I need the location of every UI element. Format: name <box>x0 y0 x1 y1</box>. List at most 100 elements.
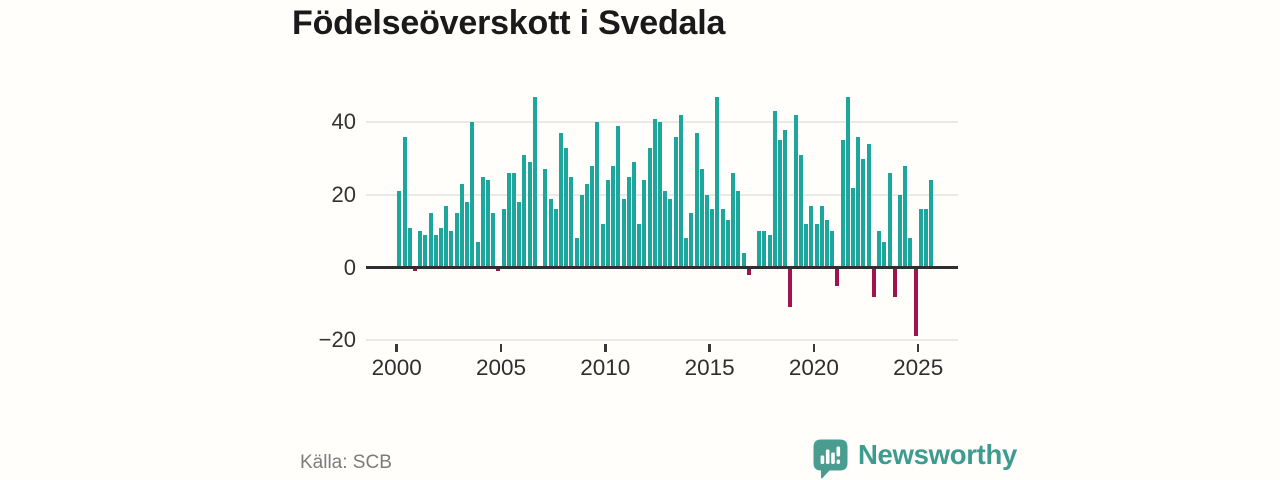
bar-2000Q2 <box>402 136 407 268</box>
y-tick-label-0: 0 <box>343 254 356 280</box>
bar-2019Q4 <box>809 205 814 268</box>
bar-2022Q4 <box>871 267 876 297</box>
bar-2006Q3 <box>532 96 537 268</box>
x-tick-label-2010: 2010 <box>580 355 631 380</box>
bar-2001Q3 <box>428 213 433 268</box>
bar-2007Q4 <box>558 133 563 268</box>
bar-2003Q3 <box>470 122 475 268</box>
bar-2001Q1 <box>418 231 423 268</box>
bar-2005Q1 <box>501 209 506 268</box>
bar-2019Q1 <box>793 115 798 268</box>
bar-2004Q3 <box>491 213 496 268</box>
bar-2003Q1 <box>459 184 464 268</box>
bar-2015Q2 <box>715 96 720 268</box>
bar-2009Q2 <box>590 165 595 268</box>
bar-2022Q1 <box>856 136 861 268</box>
bar-2010Q4 <box>621 198 626 268</box>
bar-2009Q3 <box>595 122 600 268</box>
newsworthy-bubble-icon <box>813 439 848 479</box>
bar-2018Q4 <box>788 267 793 308</box>
bar-2003Q4 <box>475 242 480 268</box>
bar-2008Q4 <box>579 194 584 268</box>
bar-2023Q3 <box>887 173 892 268</box>
bar-2007Q3 <box>553 209 558 268</box>
bar-2024Q2 <box>903 165 908 268</box>
bar-2000Q4 <box>412 267 417 272</box>
bar-2000Q1 <box>397 191 402 268</box>
x-tick-label-2015: 2015 <box>684 355 735 380</box>
x-tick-2010 <box>604 344 607 352</box>
bar-2020Q2 <box>819 205 824 268</box>
bar-2022Q2 <box>861 158 866 268</box>
bar-2014Q3 <box>699 169 704 268</box>
bar-2021Q3 <box>845 96 850 268</box>
bar-2016Q4 <box>746 267 751 275</box>
bar-2019Q2 <box>798 154 803 268</box>
x-tick-2005 <box>499 344 503 352</box>
bar-2006Q2 <box>527 162 532 268</box>
newsworthy-wordmark: Newsworthy <box>858 439 1017 470</box>
bar-2006Q1 <box>522 154 527 268</box>
bar-2008Q1 <box>564 147 569 268</box>
y-tick-label-20: 20 <box>331 181 356 207</box>
bar-2025Q2 <box>924 209 929 268</box>
bar-2013Q2 <box>673 136 678 268</box>
bar-2010Q3 <box>616 125 621 268</box>
bar-2007Q2 <box>548 198 553 268</box>
bar-2018Q2 <box>778 140 783 268</box>
bar-2004Q4 <box>496 267 501 272</box>
gridline--20 <box>366 339 958 342</box>
bar-2018Q1 <box>772 111 777 268</box>
bar-2024Q3 <box>908 238 913 268</box>
bar-2007Q1 <box>543 169 548 268</box>
x-tick-label-2000: 2000 <box>371 355 422 380</box>
source-label: Källa: SCB <box>300 452 392 473</box>
bar-2017Q3 <box>762 231 767 268</box>
bar-2002Q1 <box>439 227 444 268</box>
bar-chart: 2000 2005 2010 2015 2020 2025 <box>366 85 958 380</box>
page-title: Födelseöverskott i Svedala <box>292 4 726 42</box>
bar-2011Q2 <box>631 162 636 268</box>
bar-2001Q4 <box>433 234 438 268</box>
bar-2018Q3 <box>783 129 788 268</box>
bar-2016Q3 <box>741 252 746 268</box>
bar-2012Q1 <box>647 147 652 268</box>
bar-2017Q2 <box>757 231 762 268</box>
y-tick-label-40: 40 <box>331 109 356 135</box>
bar-2020Q4 <box>830 231 835 268</box>
bar-2012Q3 <box>658 122 663 268</box>
bar-2002Q3 <box>449 231 454 268</box>
bar-2017Q4 <box>767 234 772 268</box>
bar-2012Q2 <box>652 118 657 268</box>
bar-2011Q4 <box>642 180 647 268</box>
x-tick-label-2005: 2005 <box>475 355 527 380</box>
bar-2020Q1 <box>814 223 819 268</box>
bar-2020Q3 <box>824 220 829 268</box>
bar-2013Q4 <box>684 238 689 268</box>
bar-2025Q3 <box>929 180 934 268</box>
bar-2013Q1 <box>668 198 673 268</box>
bar-2016Q2 <box>736 191 741 268</box>
newsworthy-logo: Newsworthy <box>812 438 1017 479</box>
bar-2010Q1 <box>605 180 610 268</box>
bar-2023Q4 <box>892 267 897 297</box>
bar-2012Q4 <box>663 191 668 268</box>
bar-2019Q3 <box>804 223 809 268</box>
x-tick-2015 <box>708 344 711 352</box>
bar-2023Q2 <box>882 242 887 268</box>
bar-2021Q4 <box>851 187 856 268</box>
bar-2003Q2 <box>465 202 470 268</box>
bar-2009Q1 <box>585 184 590 268</box>
y-axis-labels: 40 20 0 −20 <box>290 85 356 357</box>
bar-2005Q3 <box>512 173 517 268</box>
x-axis-line <box>366 266 958 269</box>
bar-2011Q1 <box>626 176 631 268</box>
x-tick-2020 <box>812 344 816 352</box>
bar-2021Q1 <box>835 267 840 286</box>
bar-2023Q1 <box>877 231 882 268</box>
bar-2002Q4 <box>454 213 459 268</box>
x-tick-2000 <box>395 344 398 352</box>
bar-2015Q1 <box>710 209 715 268</box>
bar-2016Q1 <box>731 173 736 268</box>
bar-2004Q1 <box>480 176 485 268</box>
